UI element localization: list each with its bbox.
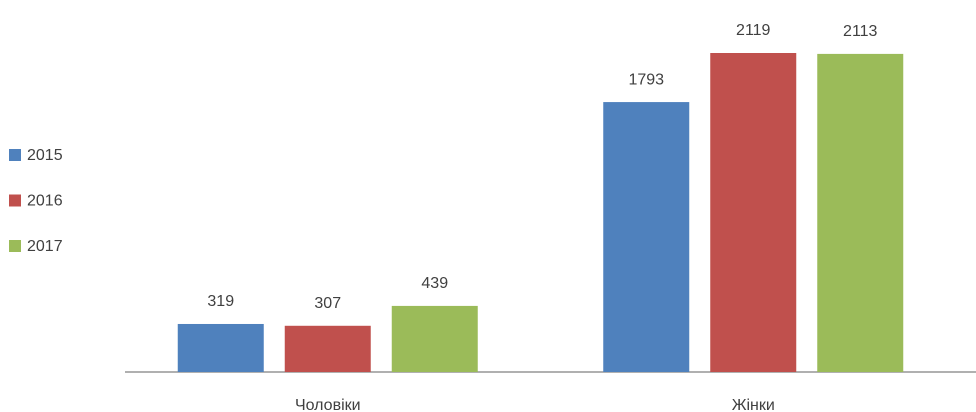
x-tick-label: Жінки (732, 397, 775, 412)
legend-label: 2015 (27, 147, 63, 164)
legend-swatch (9, 194, 21, 207)
bar (710, 53, 797, 372)
legend-label: 2017 (27, 238, 63, 255)
bar (603, 102, 690, 373)
bar (284, 325, 371, 372)
data-label: 439 (421, 275, 448, 292)
data-label: 1793 (628, 71, 664, 88)
legend-swatch (9, 149, 21, 161)
data-label: 2119 (736, 22, 771, 39)
bar (177, 323, 264, 372)
bar (391, 305, 478, 372)
legend-label: 2016 (27, 193, 63, 210)
x-tick-label: Чоловіки (295, 397, 361, 412)
data-label: 319 (207, 293, 234, 310)
data-label: 307 (314, 295, 341, 312)
bar (817, 53, 904, 372)
legend-swatch (9, 240, 21, 252)
data-label: 2113 (843, 23, 878, 40)
